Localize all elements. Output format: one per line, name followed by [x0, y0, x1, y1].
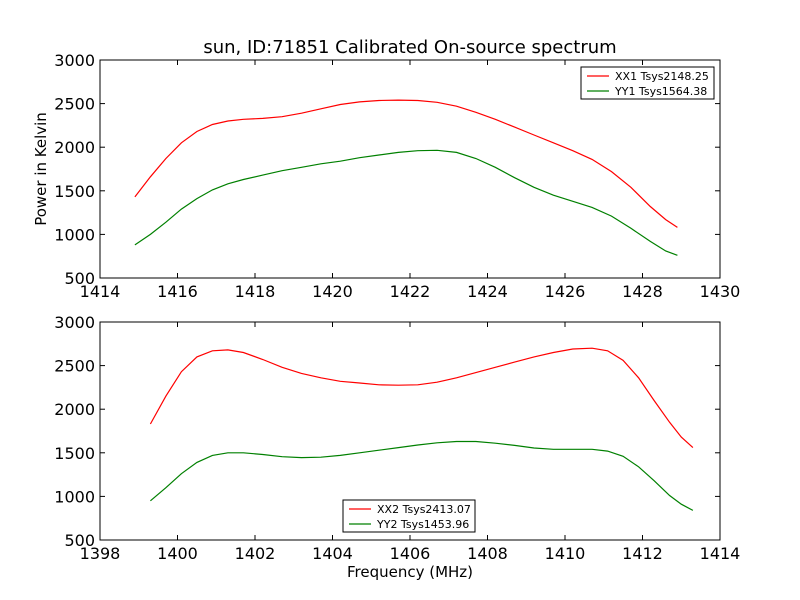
x-tick-label: 1400 — [157, 544, 198, 563]
x-tick-label: 1424 — [467, 282, 508, 301]
y-tick-label: 1500 — [54, 444, 95, 463]
x-tick-label: 1422 — [390, 282, 431, 301]
x-tick-label: 1430 — [700, 282, 741, 301]
x-tick-label: 1420 — [312, 282, 353, 301]
x-tick-label: 1398 — [80, 544, 121, 563]
y-tick-label: 2000 — [54, 138, 95, 157]
y-tick-label: 500 — [64, 531, 95, 550]
legend: XX1 Tsys2148.25 YY1 Tsys1564.38 — [580, 66, 715, 100]
x-tick-label: 1410 — [545, 544, 586, 563]
x-tick-label: 1406 — [390, 544, 431, 563]
plot-area-bottom: 1398 1400 1402 1404 1406 1408 1410 1412 1414 500 1… — [54, 313, 740, 563]
x-tick-label: 1426 — [545, 282, 586, 301]
x-tick-label: 1408 — [467, 544, 508, 563]
legend-label: XX1 Tsys2148.25 — [615, 70, 709, 83]
x-tick-label: 1404 — [312, 544, 353, 563]
legend-label: XX2 Tsys2413.07 — [377, 503, 471, 516]
y-tick-label: 500 — [64, 269, 95, 288]
x-tick-label: 1428 — [622, 282, 663, 301]
x-tick-label: 1402 — [235, 544, 276, 563]
chart-title: sun, ID:71851 Calibrated On-source spect… — [203, 37, 616, 58]
x-tick-label: 1414 — [700, 544, 741, 563]
legend: XX2 Tsys2413.07 YY2 Tsys1453.96 — [342, 499, 476, 533]
legend-label: YY2 Tsys1453.96 — [376, 518, 469, 531]
x-tick-label: 1416 — [157, 282, 198, 301]
y-tick-label: 3000 — [54, 51, 95, 70]
legend-box — [580, 66, 715, 100]
plot-area-top: 1414 1416 1418 1420 1422 1424 1426 1428 1430 500 1… — [54, 51, 740, 301]
x-tick-label: 1418 — [235, 282, 276, 301]
legend-label: YY1 Tsys1564.38 — [614, 85, 707, 98]
series-line-2 — [150, 440, 694, 511]
y-tick-label: 2500 — [54, 357, 95, 376]
y-tick-label: 2000 — [54, 400, 95, 419]
x-tick-label: 1414 — [80, 282, 121, 301]
y-tick-label: 2500 — [54, 95, 95, 114]
x-axis-label: Frequency (MHz) — [347, 563, 473, 581]
x-tick-label: 1412 — [622, 544, 663, 563]
y-tick-label: 1000 — [54, 487, 95, 506]
y-axis-label: Power in Kelvin — [32, 112, 50, 226]
y-tick-label: 3000 — [54, 313, 95, 332]
series-line-1 — [149, 347, 694, 449]
y-tick-label: 1000 — [54, 225, 95, 244]
y-tick-label: 1500 — [54, 182, 95, 201]
legend-box — [342, 499, 476, 533]
chart-bottom: Frequency (MHz) 1398 1400 1402 1404 1406 1408… — [54, 313, 740, 581]
chart-top: sun, ID:71851 Calibrated On-source spect… — [32, 37, 740, 301]
series-line-1 — [134, 99, 678, 228]
series-line-2 — [134, 149, 678, 256]
